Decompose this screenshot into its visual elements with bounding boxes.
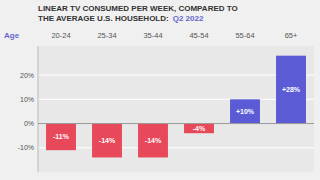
data-label: +10% [236,108,255,115]
x-tick-label: 20-24 [51,31,70,40]
grid-line [38,99,314,100]
x-tick-label: 65+ [285,31,298,40]
x-tick-label: 45-54 [189,31,208,40]
x-tick-label: 55-64 [235,31,254,40]
y-tick-label: 0% [24,120,34,127]
grid-line [38,123,314,124]
y-axis-line [38,46,39,172]
title: LINEAR TV CONSUMED PER WEEK, COMPARED TO [38,4,238,13]
bar [230,99,260,123]
bars [46,56,306,158]
bar [184,124,214,134]
data-label: -11% [53,133,70,140]
y-tick-label: 20% [20,72,34,79]
data-label: -14% [145,137,162,144]
x-axis-label: Age [4,31,20,40]
grid-line [38,147,314,148]
bar [92,124,122,158]
y-tick-label: 10% [20,96,34,103]
bar [46,124,76,151]
x-tick-label: 35-44 [143,31,162,40]
chart: LINEAR TV CONSUMED PER WEEK, COMPARED TO… [0,0,320,180]
y-tick-label: -10% [18,144,34,151]
plot-area [38,46,314,172]
subtitle: Q2 2022 [173,14,204,23]
data-label: -14% [99,137,116,144]
bar [138,124,168,158]
data-label: +28% [282,86,301,93]
bar [276,56,306,124]
grid-line [38,75,314,76]
data-label: -4% [193,125,206,132]
x-tick-label: 25-34 [97,31,116,40]
zero-line [38,123,314,124]
title: THE AVERAGE U.S. HOUSEHOLD: [38,14,169,23]
background [0,0,320,180]
